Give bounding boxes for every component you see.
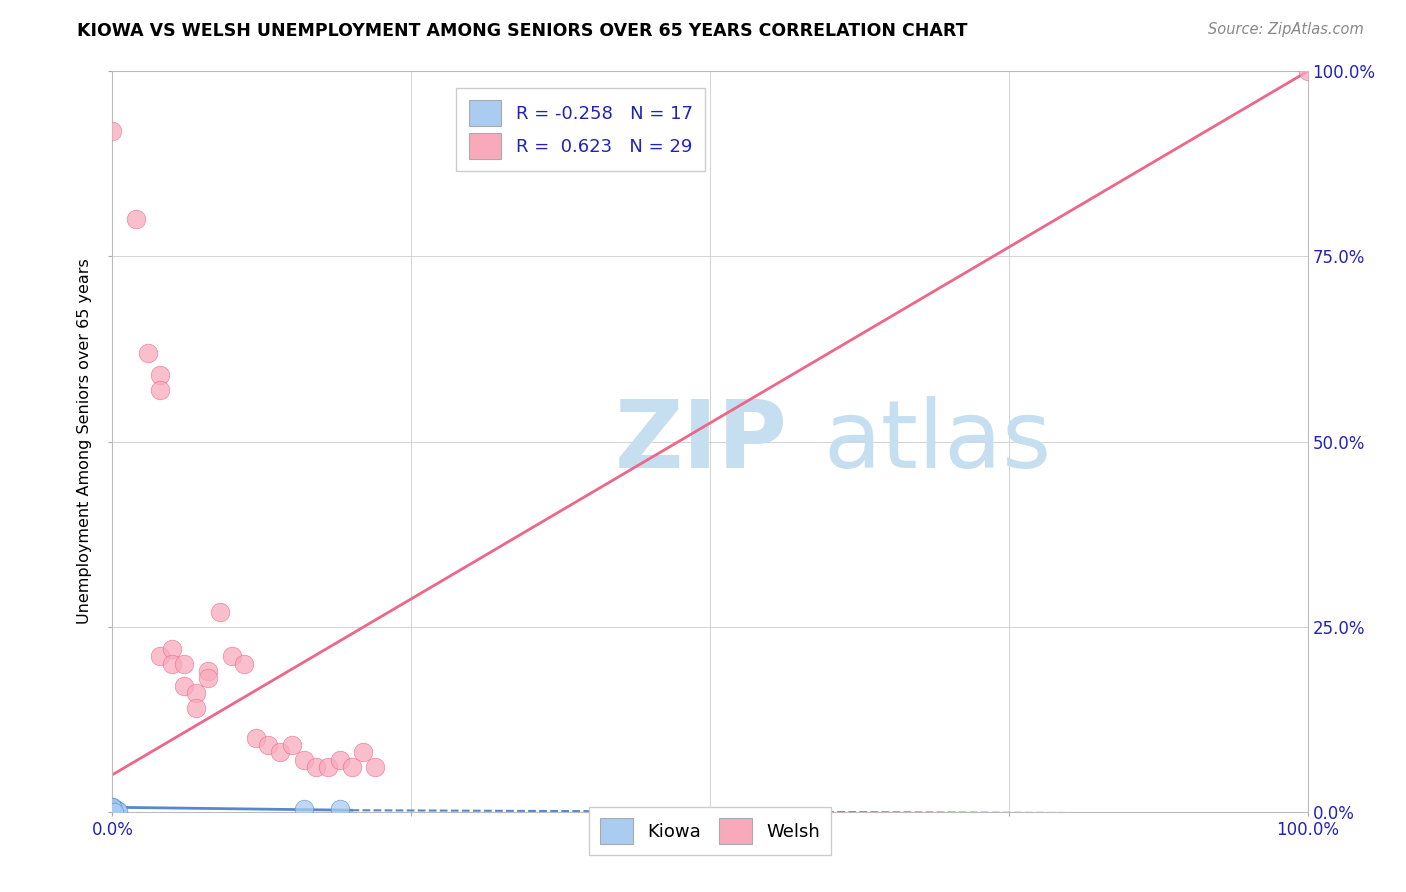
Point <box>173 679 195 693</box>
Point <box>281 738 304 752</box>
Point <box>186 701 208 715</box>
Point <box>149 649 172 664</box>
Point <box>103 804 125 818</box>
Point <box>1296 64 1319 78</box>
Point <box>329 753 352 767</box>
Point <box>103 803 125 817</box>
Point <box>101 801 124 815</box>
Point <box>305 760 328 774</box>
Point <box>101 799 124 814</box>
Point <box>340 760 363 774</box>
Point <box>107 804 129 818</box>
Point <box>197 672 219 686</box>
Point <box>101 802 124 816</box>
Point <box>233 657 256 671</box>
Point <box>316 760 339 774</box>
Point <box>352 746 374 760</box>
Text: atlas: atlas <box>824 395 1052 488</box>
Point <box>104 803 127 817</box>
Point <box>162 641 183 656</box>
Point <box>103 805 125 819</box>
Point <box>101 123 124 137</box>
Point <box>162 657 183 671</box>
Legend: Kiowa, Welsh: Kiowa, Welsh <box>589 807 831 855</box>
Text: ZIP: ZIP <box>614 395 787 488</box>
Point <box>292 802 315 816</box>
Point <box>269 746 291 760</box>
Point <box>173 657 195 671</box>
Point <box>104 804 127 818</box>
Point <box>329 803 352 817</box>
Text: KIOWA VS WELSH UNEMPLOYMENT AMONG SENIORS OVER 65 YEARS CORRELATION CHART: KIOWA VS WELSH UNEMPLOYMENT AMONG SENIOR… <box>77 22 967 40</box>
Point <box>197 664 219 678</box>
Point <box>138 345 160 359</box>
Point <box>245 731 267 745</box>
Point <box>209 605 232 619</box>
Point <box>105 804 128 818</box>
Text: Source: ZipAtlas.com: Source: ZipAtlas.com <box>1208 22 1364 37</box>
Point <box>149 383 172 397</box>
Y-axis label: Unemployment Among Seniors over 65 years: Unemployment Among Seniors over 65 years <box>77 259 93 624</box>
Point <box>186 686 208 700</box>
Point <box>292 753 315 767</box>
Point <box>149 368 172 382</box>
Point <box>105 804 128 818</box>
Point <box>105 803 128 817</box>
Point <box>257 738 280 752</box>
Point <box>221 649 243 664</box>
Point <box>125 212 148 227</box>
Point <box>101 803 124 817</box>
Point <box>364 760 387 774</box>
Point <box>103 802 125 816</box>
Point <box>101 800 124 814</box>
